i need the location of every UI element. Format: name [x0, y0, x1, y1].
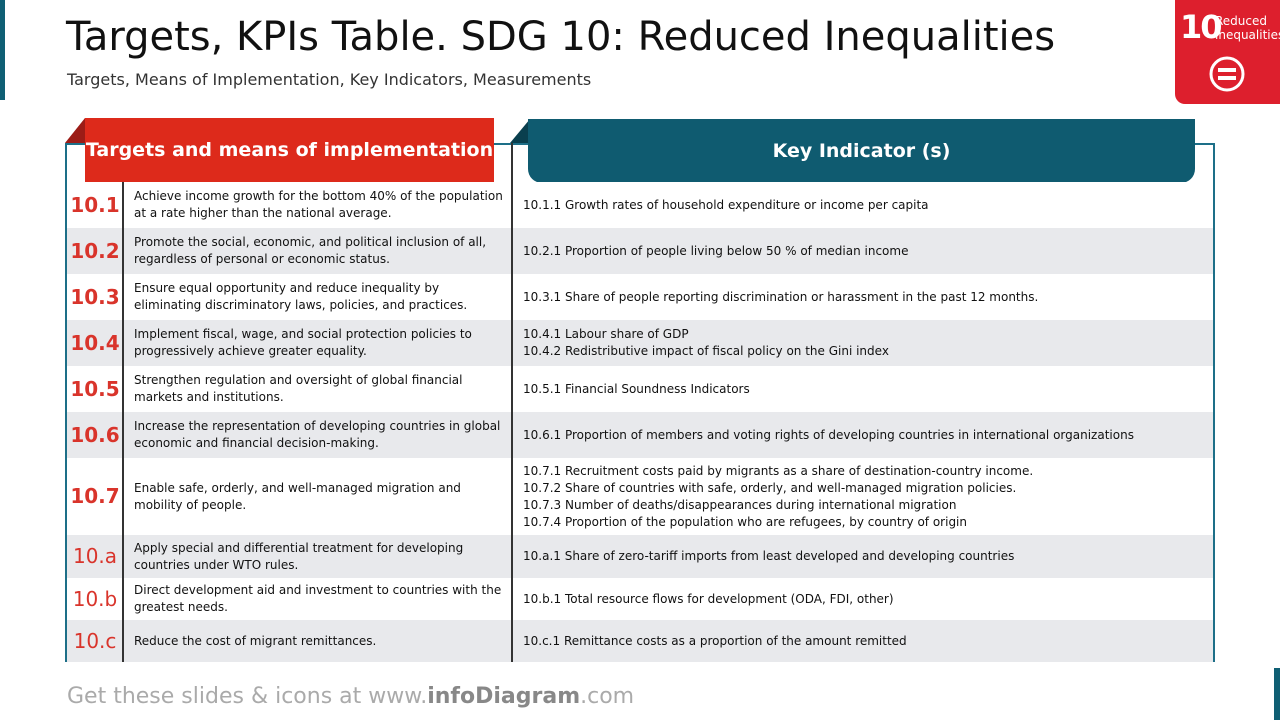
badge-label: Reduced inequalities [1215, 14, 1280, 42]
row-id: 10.6 [70, 422, 120, 447]
row-bg [67, 535, 1213, 578]
row-indicators: 10.3.1 Share of people reporting discrim… [523, 274, 1213, 320]
row-bg [67, 320, 1213, 366]
row-bg [67, 274, 1213, 320]
row-id: 10.4 [70, 330, 120, 355]
row-id: 10.1 [70, 192, 120, 217]
row-indicators: 10.1.1 Growth rates of household expendi… [523, 182, 1213, 228]
footer-text: Get these slides & icons at www. [67, 684, 428, 709]
row-target: Implement fiscal, wage, and social prote… [134, 327, 472, 358]
sdg-badge: 10 Reduced inequalities [1175, 0, 1280, 104]
row-indicators: 10.5.1 Financial Soundness Indicators [523, 366, 1213, 412]
indicator: 10.6.1 Proportion of members and voting … [523, 427, 1134, 442]
row-indicators: 10.7.1 Recruitment costs paid by migrant… [523, 458, 1213, 535]
header-decor [65, 118, 530, 143]
row-target: Enable safe, orderly, and well-managed m… [134, 480, 461, 512]
column-divider [511, 143, 513, 662]
row-id: 10.b [72, 586, 118, 611]
row-bg [67, 412, 1213, 458]
row-bg [67, 228, 1213, 274]
row-bg [67, 620, 1213, 662]
row-id: 10.5 [70, 376, 120, 401]
row-indicators: 10.b.1 Total resource flows for developm… [523, 578, 1213, 620]
badge-number: 10 [1180, 8, 1223, 46]
footer-text: .com [580, 684, 635, 709]
indicator: 10.5.1 Financial Soundness Indicators [523, 381, 750, 396]
indicator: 10.2.1 Proportion of people living below… [523, 243, 909, 258]
indicator: 10.7.4 Proportion of the population who … [523, 514, 967, 529]
row-id: 10.7 [70, 484, 120, 508]
row-bg [67, 366, 1213, 412]
row-bg [67, 458, 1213, 535]
row-target: Promote the social, economic, and politi… [134, 235, 487, 266]
row-target: Ensure equal opportunity and reduce ineq… [134, 281, 468, 312]
row-bg [67, 578, 1213, 620]
row-bg [67, 182, 1213, 228]
indicator: 10.1.1 Growth rates of household expendi… [523, 197, 929, 212]
row-target: Increase the representation of developin… [134, 419, 501, 450]
indicator: 10.b.1 Total resource flows for developm… [523, 591, 894, 606]
indicator: 10.7.2 Share of countries with safe, ord… [523, 480, 1017, 495]
row-target: Achieve income growth for the bottom 40%… [134, 189, 503, 220]
header-left: Targets and means of implementation [85, 118, 494, 182]
header-right: Key Indicator (s) [528, 119, 1195, 183]
badge-label-line: inequalities [1215, 28, 1280, 42]
row-indicators: 10.6.1 Proportion of members and voting … [523, 412, 1213, 458]
row-target: Apply special and differential treatment… [134, 540, 464, 572]
accent-bar [0, 0, 5, 100]
row-target: Direct development aid and investment to… [134, 583, 502, 614]
title: Targets, KPIs Table. SDG 10: Reduced Ine… [66, 14, 1056, 60]
indicator: 10.a.1 Share of zero-tariff imports from… [523, 549, 1015, 563]
row-indicators: 10.a.1 Share of zero-tariff imports from… [523, 535, 1213, 578]
row-target: Strengthen regulation and oversight of g… [134, 373, 463, 404]
footer: Get these slides & icons at www.infoDiag… [67, 684, 634, 709]
row-id: 10.2 [70, 238, 120, 263]
row-indicators: 10.c.1 Remittance costs as a proportion … [523, 620, 1213, 662]
row-indicators: 10.4.1 Labour share of GDP 10.4.2 Redistr… [523, 320, 1213, 366]
indicator: 10.3.1 Share of people reporting discrim… [523, 289, 1039, 304]
indicator: 10.4.1 Labour share of GDP [523, 327, 689, 341]
row-id: 10.c [73, 628, 117, 653]
badge-icon [1209, 56, 1245, 92]
row-indicators: 10.2.1 Proportion of people living below… [523, 228, 1213, 274]
indicator: 10.c.1 Remittance costs as a proportion … [523, 633, 907, 648]
indicator: 10.7.3 Number of deaths/disappearances d… [523, 497, 957, 512]
indicator: 10.4.2 Redistributive impact of fiscal p… [523, 344, 889, 358]
column-divider [122, 182, 124, 662]
indicator: 10.7.1 Recruitment costs paid by migrant… [523, 463, 1034, 478]
footer-brand: infoDiagram [427, 684, 581, 709]
badge-label-line: Reduced [1215, 14, 1268, 28]
subtitle: Targets, Means of Implementation, Key In… [67, 70, 592, 89]
row-id: 10.3 [70, 284, 120, 309]
accent-bar [1274, 668, 1280, 720]
row-id: 10.a [72, 544, 118, 568]
row-target: Reduce the cost of migrant remittances. [134, 633, 377, 648]
